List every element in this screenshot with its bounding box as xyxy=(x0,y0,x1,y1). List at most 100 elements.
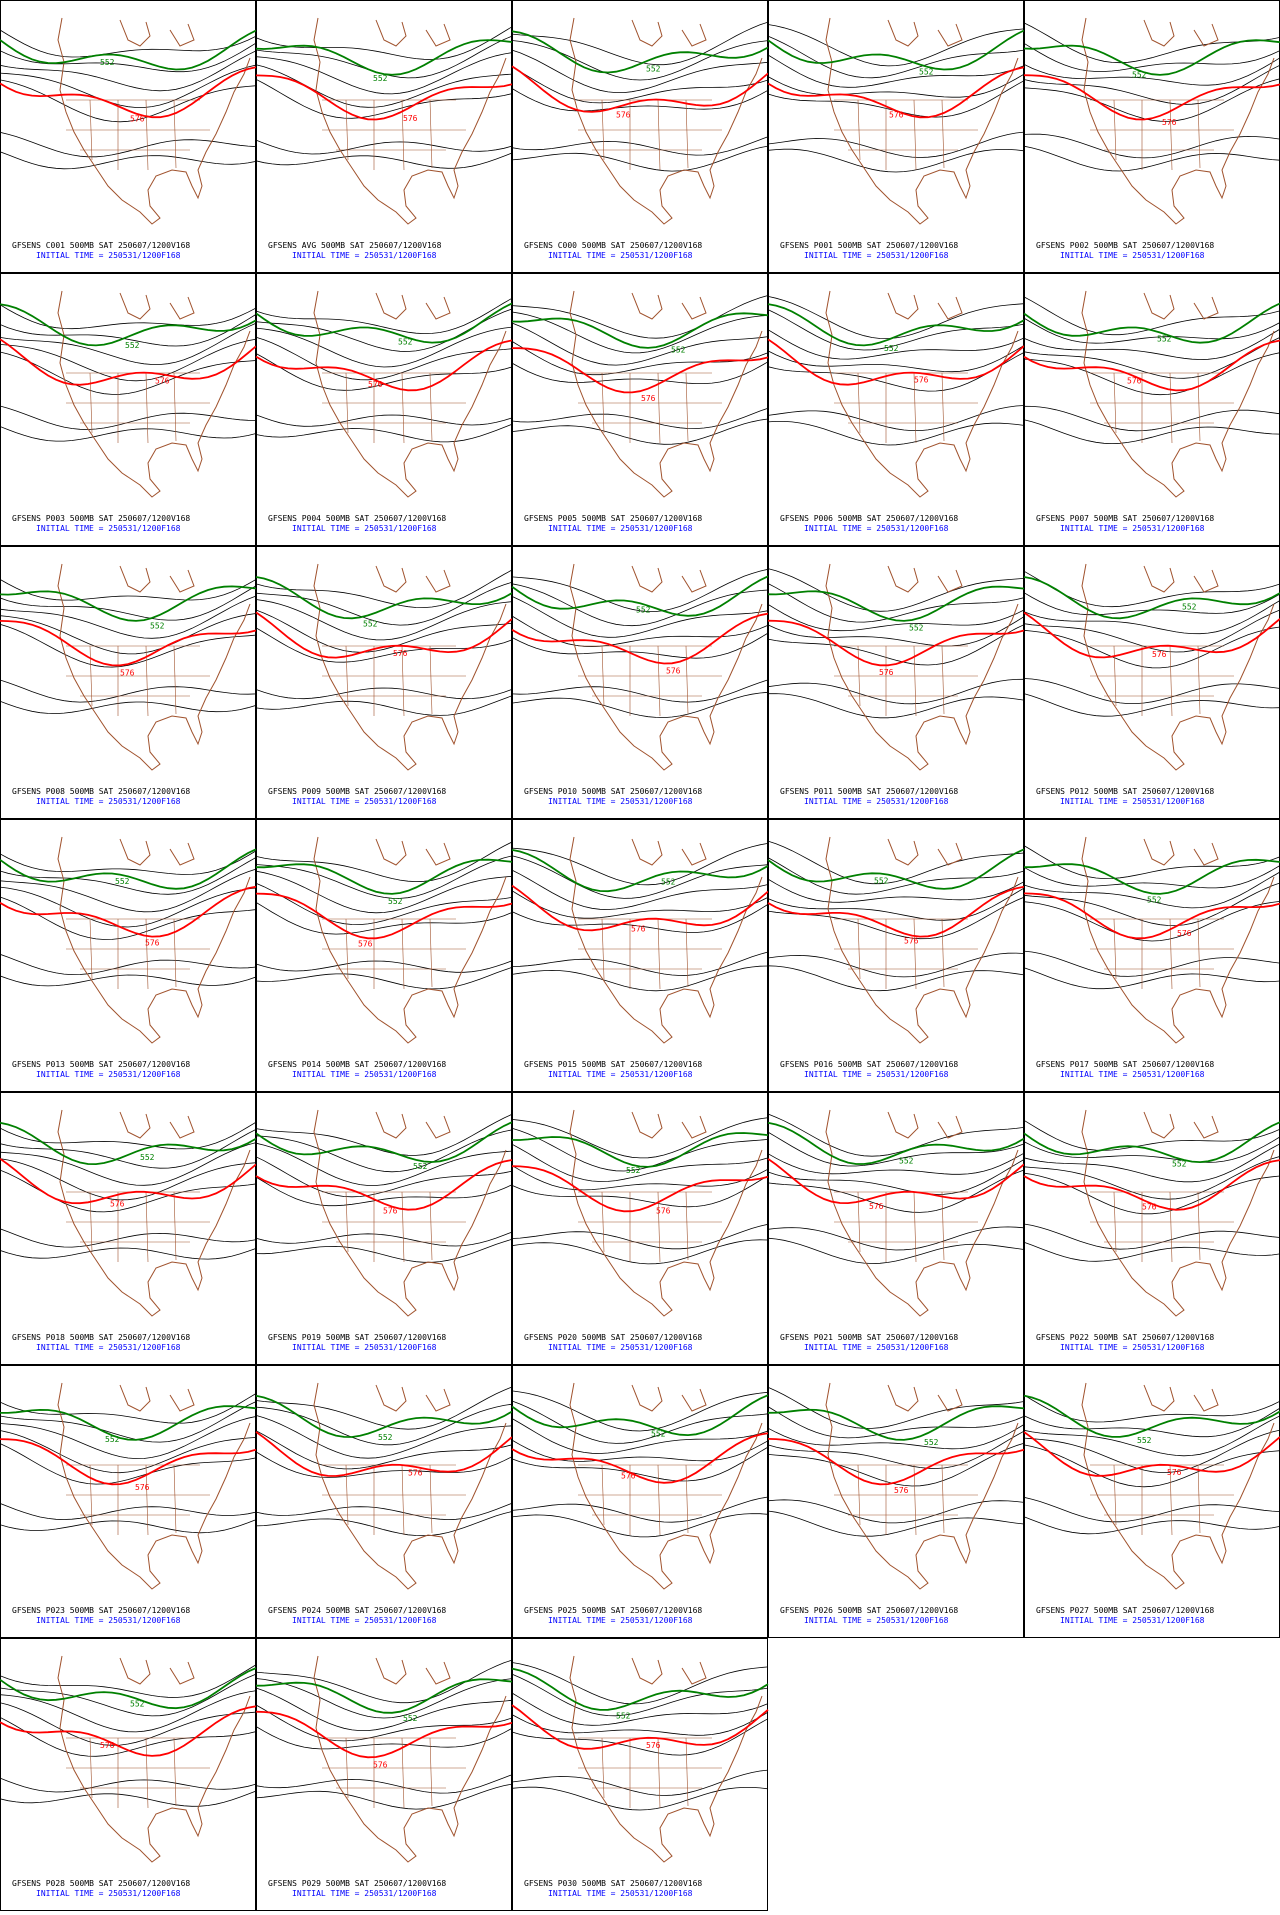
coastline xyxy=(825,563,1019,771)
height-contour xyxy=(255,78,513,119)
height-contour xyxy=(1023,1429,1280,1473)
height-contour xyxy=(511,1769,769,1796)
map-panel: 552 576 GFSENS P024 500MB SAT 250607/1200V… xyxy=(255,1365,513,1638)
height-contour xyxy=(511,596,769,638)
height-contour xyxy=(1023,609,1280,653)
panel-initial-time: INITIAL TIME = 250531/1200F168 xyxy=(292,1616,437,1625)
contour-0 xyxy=(255,1121,513,1163)
height-contour xyxy=(0,896,257,940)
height-contour xyxy=(1023,328,1280,360)
panel-initial-time: INITIAL TIME = 250531/1200F168 xyxy=(804,1343,949,1352)
height-contour xyxy=(511,1239,769,1265)
map-panel: 552 576 GFSENS P016 500MB SAT 250607/1200V… xyxy=(767,819,1025,1092)
height-contour xyxy=(0,1430,257,1474)
height-contour xyxy=(1023,1136,1280,1163)
height-contour xyxy=(255,870,513,914)
height-contour xyxy=(255,414,513,427)
height-contour xyxy=(767,1430,1025,1469)
height-contour xyxy=(255,1511,513,1537)
height-contour xyxy=(0,1690,257,1733)
panel-title: GFSENS C001 500MB SAT 250607/1200V168 xyxy=(12,241,190,250)
coastline xyxy=(887,1111,963,1139)
height-contour xyxy=(1023,865,1280,889)
height-contour xyxy=(1023,1444,1280,1488)
contour-label: 576 xyxy=(904,936,919,945)
panel-title: GFSENS C000 500MB SAT 250607/1200V168 xyxy=(524,241,702,250)
coastline xyxy=(57,836,251,1044)
panel-initial-time: INITIAL TIME = 250531/1200F168 xyxy=(292,1070,437,1079)
contour-1 xyxy=(255,892,513,940)
panel-initial-time: INITIAL TIME = 250531/1200F168 xyxy=(548,1070,693,1079)
contour-1 xyxy=(255,74,513,121)
height-contour xyxy=(767,616,1025,647)
contour-1 xyxy=(1023,74,1280,121)
borders xyxy=(834,1464,978,1536)
contour-1 xyxy=(1023,339,1280,392)
height-contour xyxy=(511,691,769,719)
height-contour xyxy=(0,50,257,92)
panel-border xyxy=(0,1092,256,1365)
contour-label: 576 xyxy=(1162,118,1177,127)
height-contour xyxy=(255,1774,513,1794)
contour-label: 552 xyxy=(413,1162,428,1171)
coastline xyxy=(825,17,1019,225)
height-contour xyxy=(255,26,513,60)
borders xyxy=(322,1737,466,1809)
contour-label: 576 xyxy=(393,649,408,658)
panel-border xyxy=(768,819,1024,1092)
panel-initial-time: INITIAL TIME = 250531/1200F168 xyxy=(36,1616,181,1625)
panel-border xyxy=(256,273,512,546)
contour-label: 552 xyxy=(115,877,130,886)
coastline xyxy=(1143,1384,1219,1412)
height-contour xyxy=(0,351,257,395)
panel-initial-time: INITIAL TIME = 250531/1200F168 xyxy=(804,1616,949,1625)
contour-0 xyxy=(1023,302,1280,344)
panel-border xyxy=(768,1092,1024,1365)
height-contour xyxy=(511,1662,769,1705)
panel-border xyxy=(256,1638,512,1911)
contour-label: 576 xyxy=(914,376,929,385)
map-panel: 552 576 GFSENS P029 500MB SAT 250607/1200V… xyxy=(255,1638,513,1911)
borders xyxy=(578,1191,722,1263)
height-contour xyxy=(0,1142,257,1186)
panel-border xyxy=(512,1365,768,1638)
contour-label: 552 xyxy=(378,1433,393,1442)
contour-label: 576 xyxy=(1152,650,1167,659)
height-contour xyxy=(767,887,1025,921)
height-contour xyxy=(0,29,257,58)
height-contour xyxy=(0,1664,257,1698)
map-panel: 552 576 GFSENS P005 500MB SAT 250607/1200V… xyxy=(511,273,769,546)
panel-border xyxy=(512,0,768,273)
map-panel: 552 576 GFSENS P010 500MB SAT 250607/1200V… xyxy=(511,546,769,819)
contour-label: 552 xyxy=(105,1435,120,1444)
contour-1 xyxy=(255,1710,513,1759)
coastline xyxy=(1143,838,1219,866)
height-contour xyxy=(511,322,769,366)
contour-label: 576 xyxy=(403,114,418,123)
coastline xyxy=(119,1657,195,1685)
coastline xyxy=(119,838,195,866)
height-contour xyxy=(1023,626,1280,669)
coastline xyxy=(375,19,451,47)
height-contour xyxy=(511,869,769,910)
contour-label: 576 xyxy=(616,110,631,119)
height-contour xyxy=(767,1152,1025,1175)
panel-title: GFSENS P023 500MB SAT 250607/1200V168 xyxy=(12,1606,190,1615)
height-contour xyxy=(511,568,769,612)
panel-border xyxy=(0,1638,256,1911)
borders xyxy=(66,645,210,717)
panel-title: GFSENS P017 500MB SAT 250607/1200V168 xyxy=(1036,1060,1214,1069)
contour-1 xyxy=(511,1432,769,1484)
height-contour xyxy=(255,695,513,716)
panel-border xyxy=(768,1365,1024,1638)
contour-1 xyxy=(255,611,513,659)
map-panel: 552 576 GFSENS P020 500MB SAT 250607/1200V… xyxy=(511,1092,769,1365)
map-panel: 552 576 GFSENS P009 500MB SAT 250607/1200V… xyxy=(255,546,513,819)
contour-label: 576 xyxy=(155,376,170,385)
panel-title: GFSENS P016 500MB SAT 250607/1200V168 xyxy=(780,1060,958,1069)
height-contour xyxy=(0,1393,257,1424)
height-contour xyxy=(0,151,257,170)
borders xyxy=(322,1191,466,1263)
